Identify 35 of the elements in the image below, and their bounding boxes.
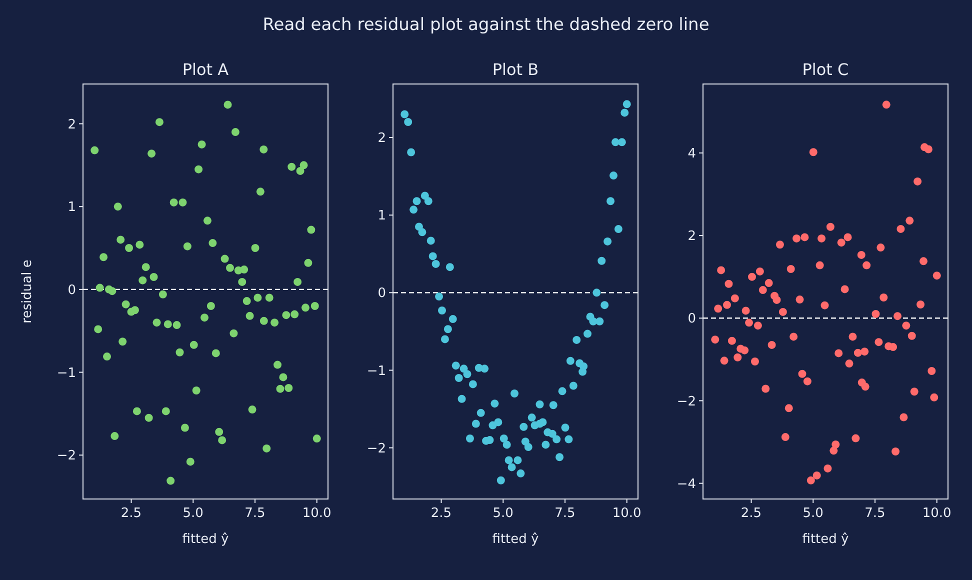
y-tick-label: 4 (688, 146, 696, 162)
x-tick-label: 10.0 (612, 506, 642, 521)
x-tick-label: 2.5 (430, 506, 452, 521)
text: Read each residual plot against the dashed zero line (262, 15, 710, 35)
y-tick-label: 1 (68, 200, 76, 216)
x-tick-label: 5.0 (492, 506, 514, 521)
chart-title: Plot B (492, 60, 539, 79)
x-tick-label: 10.0 (922, 506, 952, 521)
y-axis-title: residual e (20, 260, 35, 324)
y-tick-label: −2 (676, 394, 696, 410)
y-tick-label: 0 (688, 312, 696, 327)
x-tick-label: 10.0 (302, 506, 332, 521)
x-tick-label: 7.5 (554, 506, 576, 521)
y-tick-label: 0 (68, 282, 76, 298)
x-tick-label: 7.5 (864, 506, 886, 521)
x-tick-label: 7.5 (244, 506, 266, 521)
y-tick-label: 2 (68, 117, 76, 132)
x-tick-label: 2.5 (740, 506, 762, 521)
x-tick-label: 5.0 (182, 506, 204, 521)
y-tick-label: −4 (676, 476, 696, 492)
x-axis-title: fitted ŷ (492, 532, 540, 547)
y-tick-label: −1 (366, 364, 386, 379)
chart-title: Plot A (182, 60, 229, 79)
y-tick-label: −2 (56, 448, 76, 464)
y-tick-label: 2 (688, 229, 696, 244)
x-axis-title: fitted ŷ (802, 532, 850, 547)
x-axis-title: fitted ŷ (182, 532, 230, 547)
x-tick-label: 2.5 (120, 506, 142, 521)
y-tick-label: −1 (56, 366, 76, 381)
y-tick-label: −2 (366, 441, 386, 456)
y-tick-label: 2 (378, 131, 386, 146)
y-tick-label: 1 (378, 208, 386, 224)
y-tick-label: 0 (378, 286, 386, 302)
x-tick-label: 5.0 (802, 506, 824, 521)
chart-title: Plot C (802, 60, 849, 79)
